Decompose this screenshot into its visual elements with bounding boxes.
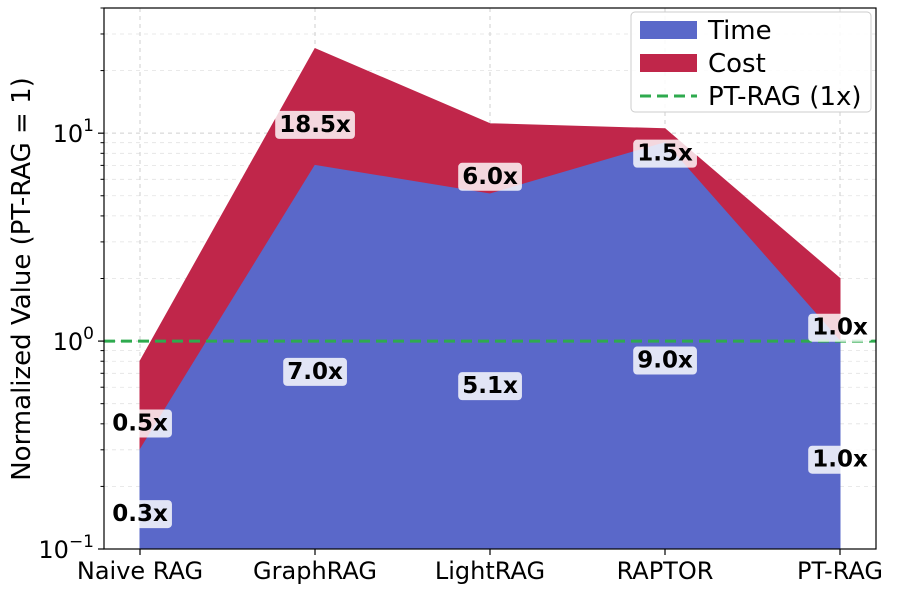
label-time-0-box bbox=[108, 500, 172, 529]
label-time-4-box bbox=[808, 445, 872, 474]
legend-label: Cost bbox=[708, 49, 766, 79]
label-time-0-text: 0.3x bbox=[112, 501, 168, 527]
legend-swatch-time bbox=[640, 21, 697, 39]
y-tick-label: 101 bbox=[53, 116, 94, 148]
x-tick-label: Naive RAG bbox=[77, 557, 203, 585]
label-cost-1-text: 18.5x bbox=[279, 112, 351, 138]
axes: 10−1 100 101 Naive RAG GraphRAG LightRAG RAPTO… bbox=[38, 7, 883, 585]
legend-label: Time bbox=[707, 16, 772, 46]
label-time-1-text: 7.0x bbox=[287, 359, 343, 385]
areas bbox=[139, 48, 841, 550]
label-cost-4-box bbox=[808, 313, 872, 342]
label-cost-0-text: 0.5x bbox=[112, 410, 168, 436]
label-time-1-box bbox=[283, 357, 347, 386]
label-cost-1: 18.5x bbox=[275, 110, 355, 139]
data-labels: 0.3x 0.5x 7.0x 18.5x 5.1x 6.0x 9.0x 1.5x 1.0x 1.0… bbox=[108, 110, 872, 529]
label-cost-2-box bbox=[458, 162, 522, 191]
y-axis-title: Normalized Value (PT-RAG = 1) bbox=[7, 77, 37, 481]
legend-swatch-cost bbox=[640, 54, 697, 72]
label-cost-3-text: 1.5x bbox=[637, 141, 693, 167]
label-time-2-text: 5.1x bbox=[462, 373, 518, 399]
x-tick-label: LightRAG bbox=[435, 557, 545, 585]
x-tick-label: GraphRAG bbox=[253, 557, 377, 585]
label-cost-2: 6.0x bbox=[458, 162, 522, 191]
x-tick-label: RAPTOR bbox=[617, 557, 714, 585]
label-time-1: 7.0x bbox=[283, 357, 347, 386]
label-cost-4-text: 1.0x bbox=[812, 315, 868, 341]
label-cost-0-box bbox=[108, 409, 172, 438]
label-time-2-box bbox=[458, 372, 522, 401]
legend-label: PT-RAG (1x) bbox=[708, 82, 862, 112]
label-cost-1-box bbox=[275, 110, 355, 139]
label-time-4: 1.0x bbox=[808, 445, 872, 474]
label-time-3-text: 9.0x bbox=[637, 348, 693, 374]
y-tick-label: 100 bbox=[53, 324, 94, 356]
label-time-0: 0.3x bbox=[108, 500, 172, 529]
x-tick-label: PT-RAG bbox=[797, 557, 883, 585]
label-time-3-box bbox=[633, 346, 697, 375]
label-cost-0: 0.5x bbox=[108, 409, 172, 438]
label-cost-2-text: 6.0x bbox=[462, 164, 518, 190]
label-time-2: 5.1x bbox=[458, 372, 522, 401]
y-tick-label: 10−1 bbox=[38, 532, 94, 564]
label-cost-3: 1.5x bbox=[633, 139, 697, 168]
label-time-4-text: 1.0x bbox=[812, 447, 868, 473]
label-cost-4: 1.0x bbox=[808, 313, 872, 342]
label-time-3: 9.0x bbox=[633, 346, 697, 375]
label-cost-3-box bbox=[633, 139, 697, 168]
